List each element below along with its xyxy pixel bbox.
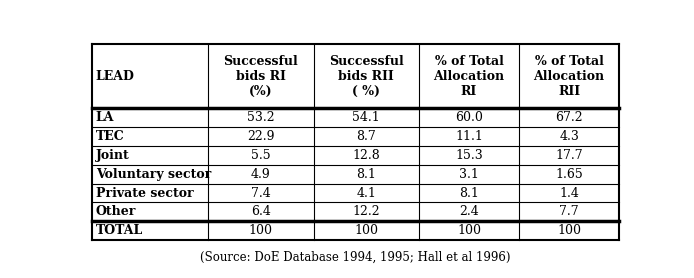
Text: Successful
bids RI
(%): Successful bids RI (%)	[223, 55, 298, 98]
Text: 2.4: 2.4	[459, 205, 479, 219]
Text: 7.7: 7.7	[559, 205, 579, 219]
Text: 11.1: 11.1	[455, 130, 483, 143]
Text: 4.3: 4.3	[559, 130, 579, 143]
Text: 100: 100	[557, 224, 581, 237]
Text: 53.2: 53.2	[247, 111, 275, 124]
Text: Successful
bids RII
( %): Successful bids RII ( %)	[329, 55, 404, 98]
Text: Private sector: Private sector	[96, 187, 194, 200]
Text: LEAD: LEAD	[96, 70, 135, 83]
Text: (Source: DoE Database 1994, 1995; Hall et al 1996): (Source: DoE Database 1994, 1995; Hall e…	[201, 251, 511, 264]
Text: 6.4: 6.4	[251, 205, 271, 219]
Text: 17.7: 17.7	[555, 149, 583, 162]
Text: LA: LA	[96, 111, 115, 124]
Text: TEC: TEC	[96, 130, 124, 143]
Text: 12.2: 12.2	[353, 205, 380, 219]
Text: 15.3: 15.3	[455, 149, 483, 162]
Text: 4.1: 4.1	[356, 187, 376, 200]
Text: 4.9: 4.9	[251, 168, 271, 181]
Text: 54.1: 54.1	[353, 111, 380, 124]
Text: 12.8: 12.8	[353, 149, 380, 162]
Text: 8.7: 8.7	[356, 130, 376, 143]
Text: 22.9: 22.9	[247, 130, 275, 143]
Text: 100: 100	[354, 224, 378, 237]
Text: % of Total
Allocation
RII: % of Total Allocation RII	[534, 55, 604, 98]
Text: 5.5: 5.5	[251, 149, 271, 162]
Text: 8.1: 8.1	[356, 168, 376, 181]
Text: Other: Other	[96, 205, 136, 219]
Text: 3.1: 3.1	[459, 168, 479, 181]
Text: Joint: Joint	[96, 149, 130, 162]
Text: TOTAL: TOTAL	[96, 224, 143, 237]
Text: % of Total
Allocation
RI: % of Total Allocation RI	[434, 55, 505, 98]
Text: 100: 100	[248, 224, 273, 237]
Text: Voluntary sector: Voluntary sector	[96, 168, 211, 181]
Text: 67.2: 67.2	[555, 111, 583, 124]
Text: 7.4: 7.4	[251, 187, 271, 200]
Text: 1.65: 1.65	[555, 168, 583, 181]
Text: 8.1: 8.1	[459, 187, 479, 200]
Text: 60.0: 60.0	[455, 111, 483, 124]
Text: 1.4: 1.4	[559, 187, 579, 200]
Text: 100: 100	[457, 224, 481, 237]
